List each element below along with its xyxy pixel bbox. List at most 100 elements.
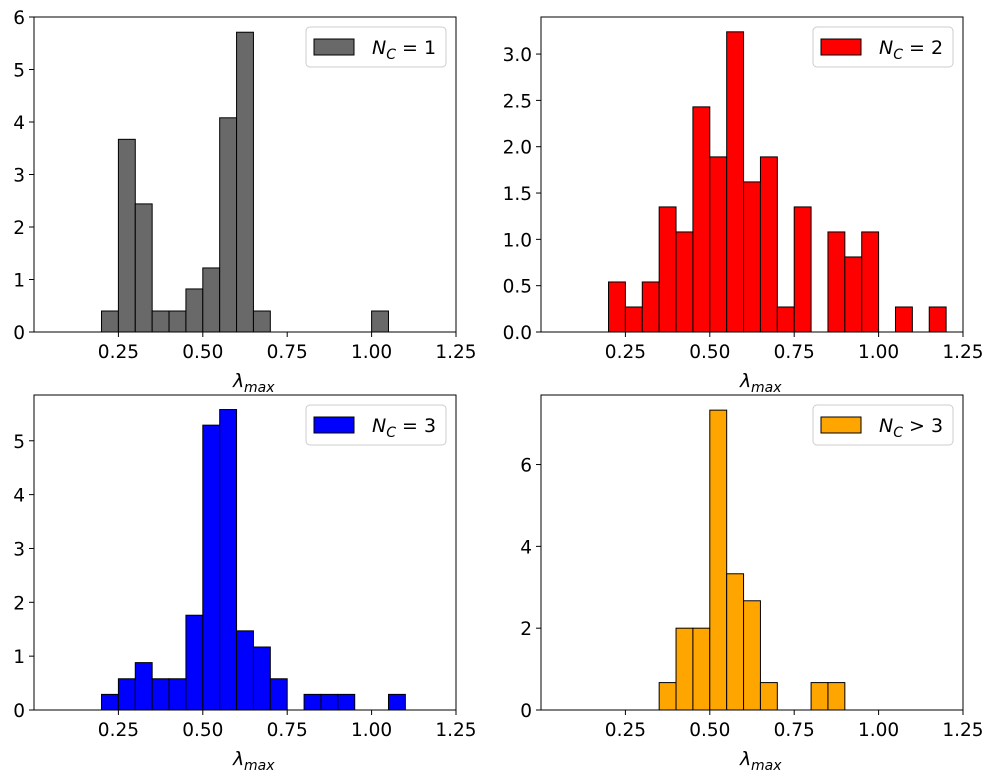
histogram-bar (658, 682, 677, 711)
histogram-bar (151, 310, 170, 333)
legend-box (305, 404, 447, 446)
axes-frame (33, 394, 457, 711)
histogram-bar (185, 288, 204, 333)
chart-panel-3: 0.25 0.50 0.75 1.00 1.25 0 1 2 3 4 5 λ max NC = 3 (13, 394, 477, 774)
histogram-bar (709, 409, 728, 711)
histogram-bar (269, 678, 288, 711)
y-tick-label: 2 (13, 218, 25, 239)
histogram-bar (168, 678, 187, 711)
histogram-bar (743, 600, 761, 711)
axes-frame (540, 16, 964, 333)
y-tick-label: 0.0 (503, 323, 532, 344)
legend-swatch (313, 416, 355, 434)
x-tick-label: 0.50 (182, 720, 223, 741)
x-axis-label: λ (739, 370, 751, 392)
histogram-bar (743, 181, 761, 333)
histogram-bar (236, 31, 254, 333)
x-tick-label: 0.75 (774, 342, 815, 363)
histogram-bar (759, 682, 778, 711)
chart-panel-4: 0.25 0.50 0.75 1.00 1.25 0 2 4 6 λ max NC > 3 (520, 394, 984, 774)
histogram-bar (726, 573, 745, 711)
histogram-bar (202, 267, 221, 333)
histogram-bar (151, 678, 170, 711)
x-tick-label: 0.50 (182, 342, 223, 363)
legend-label: NC = 2 (879, 37, 943, 63)
y-tick-label: 1 (13, 271, 25, 292)
histogram-bar (759, 156, 778, 333)
histogram-bar (117, 678, 136, 711)
x-tick-label: 0.75 (774, 720, 815, 741)
x-tick-label: 0.25 (605, 342, 646, 363)
y-tick-label: 3 (13, 539, 25, 560)
y-tick-label: 0 (520, 701, 532, 722)
histogram-bar (252, 646, 271, 711)
x-axis-label-subscript: max (751, 758, 782, 774)
histogram-bar (810, 682, 829, 711)
x-axis-label-subscript: max (244, 380, 275, 396)
histogram-bar (185, 614, 204, 711)
histogram-bar (117, 138, 136, 333)
x-tick-label: 1.00 (351, 720, 392, 741)
x-tick-label: 1.25 (942, 342, 983, 363)
histogram-bar (827, 231, 846, 333)
histogram-bar (608, 281, 626, 333)
y-tick-label: 1 (13, 647, 25, 668)
x-tick-label: 1.25 (435, 720, 476, 741)
x-axis-label-subscript: max (244, 758, 275, 774)
y-tick-label: 6 (13, 8, 25, 29)
histogram-bar (101, 310, 119, 333)
y-tick-label: 2 (13, 593, 25, 614)
x-tick-label: 1.25 (942, 720, 983, 741)
x-tick-label: 0.75 (267, 720, 308, 741)
x-tick-label: 1.25 (435, 342, 476, 363)
histogram-bar (658, 206, 677, 333)
histogram-bar (219, 117, 238, 333)
x-tick-label: 0.25 (98, 720, 139, 741)
x-axis-label: λ (232, 748, 244, 770)
histogram-bar (641, 281, 660, 333)
y-tick-label: 4 (13, 486, 25, 507)
histogram-bar (387, 693, 406, 711)
histogram-bar (726, 31, 745, 333)
y-tick-label: 6 (520, 456, 532, 477)
histogram-bar (776, 306, 795, 333)
histogram-bar (134, 662, 153, 711)
histogram-bar (844, 256, 863, 333)
x-tick-label: 0.75 (267, 342, 308, 363)
axes-frame (540, 394, 964, 711)
x-axis-label-subscript: max (751, 380, 782, 396)
legend-label: NC = 1 (372, 37, 436, 63)
histogram-bar (692, 106, 711, 333)
legend-box (305, 26, 447, 68)
legend-swatch (313, 38, 355, 56)
y-tick-label: 1.0 (503, 230, 532, 251)
histogram-bar (236, 630, 254, 711)
y-tick-label: 0 (13, 701, 25, 722)
histogram-bar (168, 310, 187, 333)
x-tick-label: 0.50 (689, 342, 730, 363)
histogram-bar (303, 693, 322, 711)
histogram-bar (101, 693, 119, 711)
histogram-bar (675, 231, 694, 333)
histogram-bar (624, 306, 643, 333)
x-tick-label: 0.50 (689, 720, 730, 741)
histogram-bar (134, 203, 153, 333)
histogram-bar (320, 693, 339, 711)
x-tick-label: 0.25 (98, 342, 139, 363)
y-tick-label: 2.5 (503, 91, 532, 112)
y-tick-label: 4 (13, 113, 25, 134)
x-axis-label: λ (232, 370, 244, 392)
histogram-bar (793, 206, 812, 333)
y-tick-label: 3.0 (503, 45, 532, 66)
chart-panel-2: 0.25 0.50 0.75 1.00 1.25 0.0 0.5 1.0 1.5 2.0 2.5 3.… (503, 16, 984, 396)
y-tick-label: 2.0 (503, 138, 532, 159)
y-tick-label: 4 (520, 537, 532, 558)
legend-label: NC > 3 (879, 415, 943, 441)
x-tick-label: 1.00 (351, 342, 392, 363)
histogram-bar (709, 156, 728, 333)
histogram-bar (692, 627, 711, 711)
histogram-bar (675, 627, 694, 711)
x-tick-label: 1.00 (858, 342, 899, 363)
y-tick-label: 2 (520, 619, 532, 640)
